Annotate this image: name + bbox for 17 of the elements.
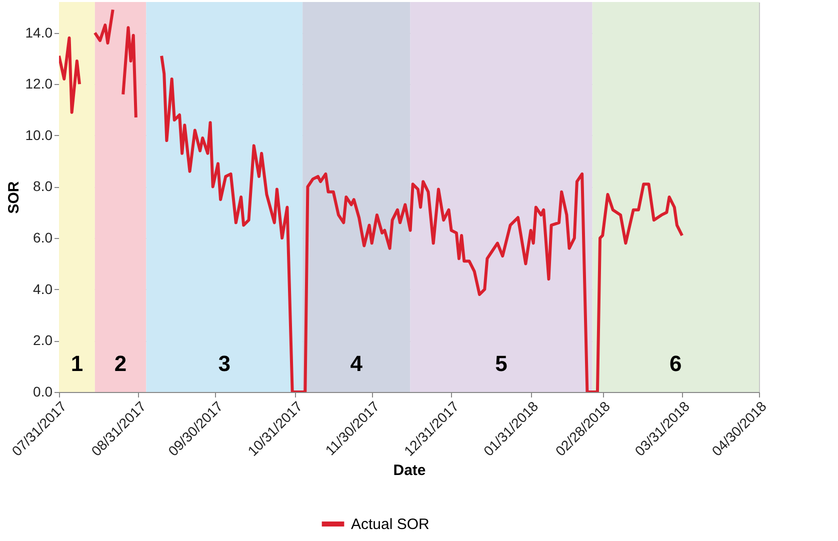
y-tick-label: 6.0	[33, 230, 53, 246]
band-label: 5	[495, 351, 508, 376]
y-axis-title: SOR	[5, 181, 22, 214]
band-label: 3	[218, 351, 231, 376]
band-label: 6	[670, 351, 682, 376]
x-axis-title: Date	[393, 462, 426, 479]
y-tick-label: 8.0	[33, 178, 53, 194]
y-tick-label: 0.0	[33, 384, 53, 400]
y-tick-label: 14.0	[25, 24, 53, 40]
band-label: 2	[114, 351, 127, 376]
y-tick-label: 2.0	[33, 332, 53, 348]
legend-label: Actual SOR	[351, 516, 430, 533]
y-tick-label: 4.0	[33, 280, 53, 297]
y-tick-label: 10.0	[25, 126, 53, 143]
band-label: 4	[350, 351, 364, 376]
y-tick-label: 12.0	[25, 76, 53, 92]
band-label: 1	[70, 351, 84, 376]
